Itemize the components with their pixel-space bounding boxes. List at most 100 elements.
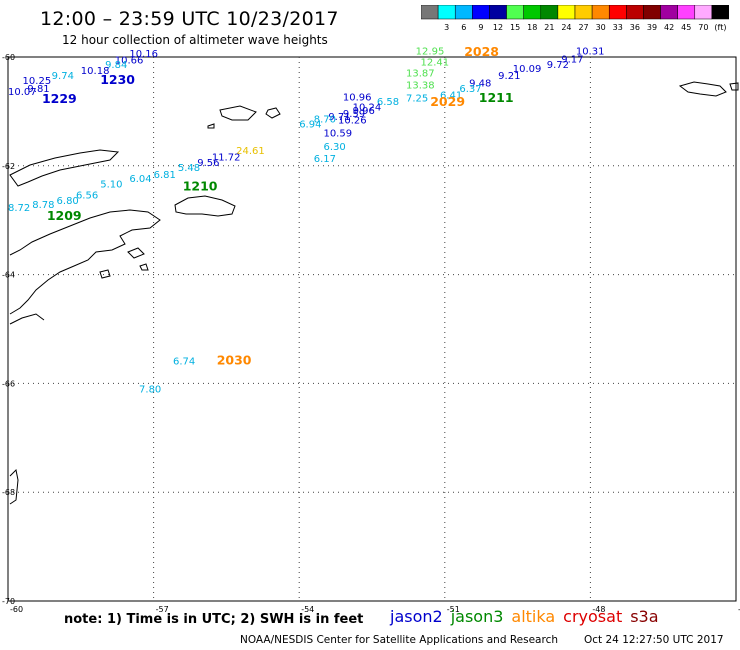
wave-height-value: 6.80 [57, 196, 79, 207]
south-orkney-islands [678, 81, 727, 97]
peninsula-islet-1 [127, 247, 145, 259]
legend-label: 9 [478, 23, 483, 32]
pass-time-labels: 1230 1229 2028 1211 2029 1210 1209 2030 [42, 44, 514, 367]
south-shetland-islands [9, 149, 120, 187]
legend-label: 24 [561, 23, 571, 32]
wave-height-value: 7.80 [139, 385, 161, 396]
wave-height-value: 7.25 [406, 94, 428, 105]
wave-height-value: 12.95 [416, 46, 445, 57]
satellite-name: cryosat [563, 607, 623, 626]
wave-height-value: 10.09 [513, 64, 542, 75]
wave-height-value: 10.16 [129, 49, 158, 60]
credit-organization: NOAA/NESDIS Center for Satellite Applica… [240, 634, 558, 646]
legend-label: 33 [613, 23, 623, 32]
pass-time-label: 2030 [217, 352, 252, 367]
legend-label: 21 [544, 23, 554, 32]
latitude-label: -62 [2, 162, 15, 171]
wave-height-value: 10.96 [343, 93, 372, 104]
latitude-label: -64 [2, 271, 15, 280]
legend-label: 6 [461, 23, 466, 32]
wave-height-value: 9.48 [469, 78, 491, 89]
axis-labels: -60-62-64-66-68-70-60-57-54-51-48-45 [2, 53, 740, 614]
peninsula-islet-3 [99, 269, 111, 279]
pass-time-label: 1229 [42, 91, 77, 106]
credit-timestamp: Oct 24 12:27:50 UTC 2017 [584, 634, 724, 646]
wave-height-value: 6.17 [314, 154, 336, 165]
wave-height-value: 6.56 [76, 190, 98, 201]
wave-height-value: 9.72 [547, 60, 569, 71]
legend-label: 70 [698, 23, 708, 32]
legend-label: 18 [527, 23, 537, 32]
wave-height-value: 5.10 [100, 180, 122, 191]
longitude-label: -54 [301, 605, 314, 614]
longitude-label: -57 [156, 605, 169, 614]
satellite-legend: jason2 jason3 altika cryosat s3a [390, 607, 667, 626]
legend-label: 30 [596, 23, 606, 32]
small-island [207, 123, 215, 129]
latitude-label: -66 [2, 379, 15, 388]
peninsula-islet-2 [139, 263, 149, 271]
wave-height-value: 9.81 [27, 84, 49, 95]
wave-height-value: 10.18 [81, 66, 110, 77]
clarence-island [265, 107, 281, 119]
wave-height-value: 13.87 [406, 69, 435, 80]
wave-height-value: 9.21 [498, 71, 520, 82]
legend-label: 15 [510, 23, 520, 32]
wave-height-value: 11.72 [212, 152, 241, 163]
map-grid [7, 56, 737, 602]
wave-height-value: 6.30 [323, 142, 345, 153]
legend-label: 3 [444, 23, 449, 32]
coastline-layer [9, 81, 739, 505]
wave-height-value: 12.41 [421, 58, 450, 69]
wave-height-value: 9.71 [328, 112, 350, 123]
pass-time-label: 1209 [47, 208, 82, 223]
satellite-name: altika [511, 607, 556, 626]
south-orkney-islet [729, 82, 739, 91]
wave-height-value: 8.78 [32, 200, 54, 211]
legend-label: 27 [578, 23, 588, 32]
wave-height-value: 10.24 [353, 102, 382, 113]
wave-height-value: 6.81 [154, 170, 176, 181]
wave-height-value: 6.41 [440, 90, 462, 101]
satellite-name: s3a [630, 607, 659, 626]
legend-label: 36 [630, 23, 640, 32]
wave-height-value: 9.56 [197, 158, 219, 169]
longitude-label: -45 [738, 605, 740, 614]
pass-time-label: 2029 [430, 94, 465, 109]
legend-label: (ft) [714, 23, 726, 32]
wave-height-value: 10.66 [115, 56, 144, 67]
wave-height-value: 13.38 [406, 81, 435, 92]
map-subtitle: 12 hour collection of altimeter wave hei… [62, 33, 328, 47]
pass-time-label: 1230 [100, 72, 135, 87]
latitude-label: -60 [2, 53, 15, 62]
joinville-island [174, 195, 236, 217]
wave-height-value: 8.70 [314, 114, 336, 125]
legend-label: 12 [493, 23, 503, 32]
satellite-name: jason3 [450, 607, 504, 626]
map-frame [7, 56, 737, 602]
wave-height-value: 9.74 [52, 71, 74, 82]
pass-time-label: 1211 [479, 90, 514, 105]
satellite-name: jason2 [390, 607, 443, 626]
wave-height-value: 6.37 [459, 84, 481, 95]
pass-time-label: 1210 [183, 178, 218, 193]
wave-height-value: 5.48 [178, 163, 200, 174]
wave-height-value: 9.17 [561, 54, 583, 65]
wave-height-value: 8.72 [8, 203, 30, 214]
wave-height-value: 10.31 [576, 46, 605, 57]
legend-label: 39 [647, 23, 657, 32]
legend-label: 45 [681, 23, 691, 32]
wave-height-value: 6.74 [173, 356, 195, 367]
map-title: 12:00 – 23:59 UTC 10/23/2017 [40, 8, 339, 30]
credit-line: NOAA/NESDIS Center for Satellite Applica… [240, 634, 740, 646]
wave-height-value: 6.04 [129, 174, 151, 185]
peninsula-coast-lower [9, 313, 45, 325]
legend-label: 42 [664, 23, 674, 32]
wave-height-value: 10.59 [323, 128, 352, 139]
wave-height-value: 9.96 [353, 106, 375, 117]
wave-height-value: 10.25 [23, 76, 52, 87]
units-note: note: 1) Time is in UTC; 2) SWH is in fe… [64, 612, 364, 627]
pass-time-label: 2028 [464, 44, 499, 59]
